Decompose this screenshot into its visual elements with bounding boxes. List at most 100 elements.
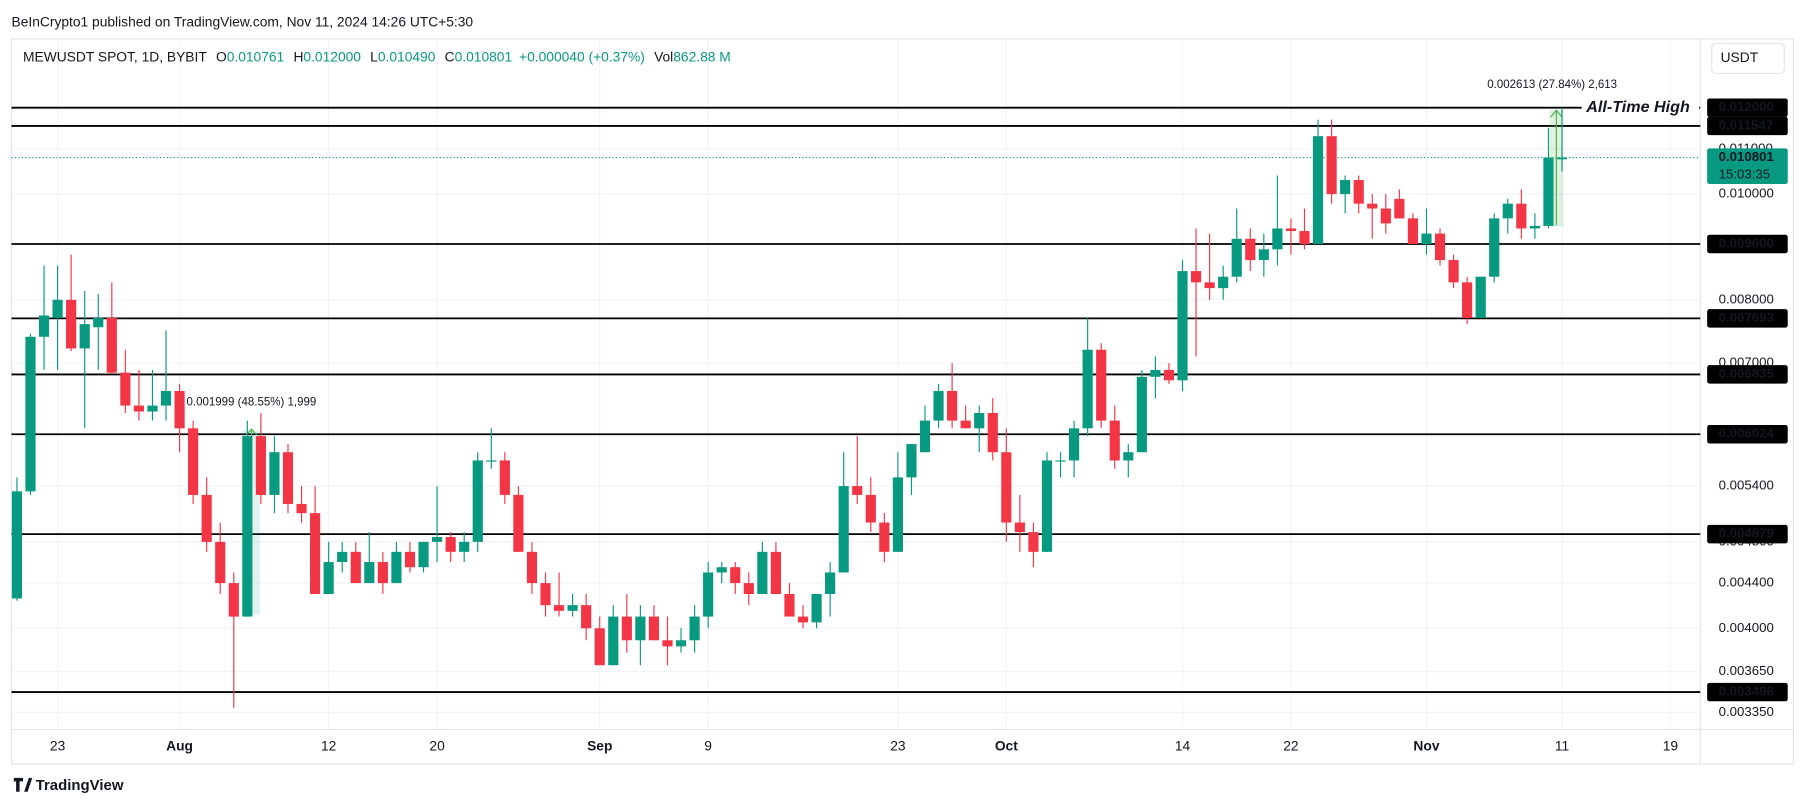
level-label: 0.006835 <box>1719 366 1774 381</box>
currency-button[interactable] <box>1711 42 1785 74</box>
candle-body <box>1109 420 1120 461</box>
legend-key: L <box>370 48 378 64</box>
level-label-box <box>1707 98 1788 117</box>
candle-body <box>174 390 185 429</box>
candle-body <box>133 405 144 412</box>
candle-body <box>581 605 592 629</box>
level-label: 0.004879 <box>1719 526 1774 541</box>
legend-key: Vol <box>654 48 673 64</box>
candle-body <box>201 494 212 542</box>
candle-body <box>391 551 402 584</box>
candle-body <box>1367 203 1378 209</box>
legend-value: 0.012000 <box>303 48 361 64</box>
candle-body <box>215 541 226 584</box>
candle-body <box>1069 428 1080 461</box>
candle-body <box>662 640 673 647</box>
level-label-box <box>1707 116 1788 136</box>
legend-value: 862.88 M <box>673 48 731 64</box>
candle-body <box>38 315 50 337</box>
legend-change: +0.000040 (+0.37%) <box>519 48 645 64</box>
candle-body <box>337 551 348 563</box>
overlay: 0.012000 0.011547 0.009000 0.007693 0.006835… <box>1581 97 1788 702</box>
candle-body <box>1123 452 1134 461</box>
candle-body <box>960 420 971 429</box>
candle-body <box>1502 203 1513 219</box>
candle-body <box>594 628 605 666</box>
candle-body <box>1163 369 1175 381</box>
candle-body <box>526 551 538 584</box>
candle-body <box>1082 349 1093 429</box>
candle-body <box>1326 136 1337 195</box>
candle-body <box>567 605 578 611</box>
measure-arrow <box>1550 109 1563 226</box>
x-tick-label: 9 <box>704 737 712 753</box>
candle-body <box>757 551 768 594</box>
legend-value: 0.010490 <box>378 48 436 64</box>
candle-body <box>1272 228 1283 250</box>
y-tick-label: 0.010000 <box>1719 186 1774 201</box>
level-label-box <box>1707 234 1788 254</box>
y-tick-label: 0.005400 <box>1719 478 1774 493</box>
level-label-box <box>1707 365 1788 384</box>
x-tick-label: Oct <box>995 737 1018 753</box>
background <box>0 4 1805 799</box>
candle-body <box>364 562 375 584</box>
candle-body <box>689 616 700 641</box>
candle-body <box>377 562 388 584</box>
candle-body <box>242 436 253 617</box>
candle-body <box>52 299 63 318</box>
measure-label: 0.002613 (27.84%) 2,613 <box>1487 79 1617 91</box>
currency-label: USDT <box>1721 49 1759 65</box>
last-price-box <box>1707 148 1788 185</box>
y-tick-label: 0.004400 <box>1719 575 1774 590</box>
candle-body <box>621 616 632 641</box>
candles <box>11 107 1568 709</box>
candle-body <box>404 551 416 568</box>
x-tick-label: Sep <box>587 737 612 753</box>
candle-body <box>79 324 90 349</box>
candle-body <box>1448 260 1459 283</box>
candle-body <box>120 372 131 406</box>
candle-body <box>350 551 361 584</box>
candle-body <box>1353 180 1364 204</box>
x-tick-label: 23 <box>890 737 906 753</box>
candle-body <box>296 503 307 514</box>
candle-body <box>838 486 849 573</box>
candle-body <box>228 583 239 617</box>
candle-body <box>1150 369 1161 377</box>
candle-body <box>1529 225 1540 229</box>
candle-body <box>1489 218 1500 277</box>
candle-body <box>852 486 863 495</box>
candle-body <box>1543 157 1554 226</box>
candle-body <box>1177 271 1188 381</box>
candle-body <box>499 460 510 495</box>
candle-body <box>282 452 294 504</box>
candle-body <box>472 460 483 542</box>
candle-body <box>11 491 23 599</box>
candle-body <box>1394 198 1405 219</box>
level-label: 0.007693 <box>1719 310 1774 325</box>
level-label-box <box>1707 309 1788 328</box>
candle-body <box>1516 203 1527 229</box>
x-tick-label: Aug <box>166 737 193 753</box>
candle-body <box>310 513 321 594</box>
x-tick-label: 12 <box>321 737 336 753</box>
candle-body <box>445 536 456 552</box>
candle-body <box>459 541 470 552</box>
y-tick-label: 0.004000 <box>1719 620 1774 635</box>
footer-brand: TradingView <box>36 777 124 794</box>
level-label: 0.011547 <box>1719 117 1773 132</box>
candle-body <box>879 522 890 552</box>
candle-body <box>635 616 646 641</box>
candle-body <box>1462 282 1473 318</box>
candle-body <box>730 567 741 584</box>
x-tick-label: Nov <box>1413 737 1439 753</box>
candle-body <box>1028 532 1039 552</box>
candle-body <box>1231 238 1242 277</box>
candle-body <box>743 583 754 594</box>
levels <box>11 106 1701 693</box>
legend-key: C <box>445 48 455 64</box>
candle-body <box>1340 180 1351 195</box>
candle-body <box>1312 136 1324 245</box>
